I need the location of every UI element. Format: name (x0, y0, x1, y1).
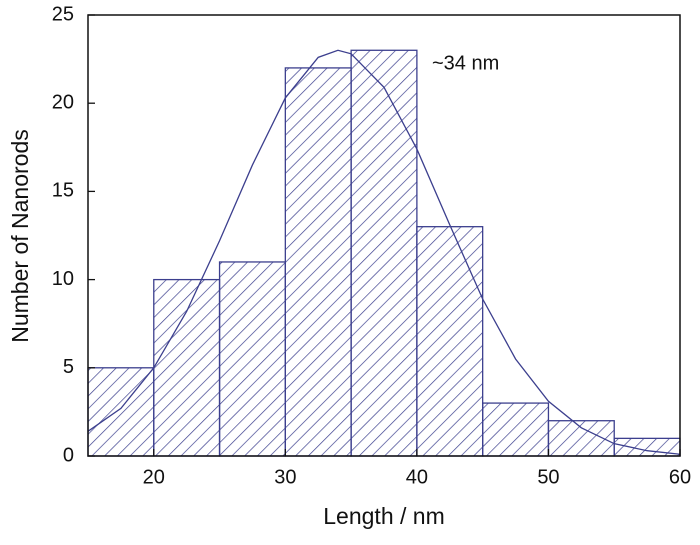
y-axis-label: Number of Nanorods (7, 129, 33, 343)
bar (153, 278, 221, 457)
bar (218, 261, 286, 457)
y-tick-label: 10 (52, 268, 74, 290)
x-tick-label: 30 (274, 466, 296, 488)
plot-frame (87, 14, 681, 457)
y-tick-label: 0 (63, 444, 74, 466)
bar (482, 402, 550, 457)
x-tick-label: 40 (406, 466, 428, 488)
x-tick-label: 50 (537, 466, 559, 488)
y-tick-label: 15 (52, 180, 74, 202)
y-tick-label: 5 (63, 356, 74, 378)
bar (416, 226, 484, 457)
x-tick-label: 20 (143, 466, 165, 488)
fit-curve (87, 49, 681, 455)
y-tick-label: 20 (52, 91, 74, 113)
x-tick-label: 60 (669, 466, 691, 488)
bar (87, 367, 155, 457)
y-tick-label: 25 (52, 3, 74, 25)
bar (284, 67, 352, 457)
x-axis-label: Length / nm (323, 503, 444, 529)
bar (350, 49, 418, 457)
annotation: ~34 nm (432, 52, 499, 74)
